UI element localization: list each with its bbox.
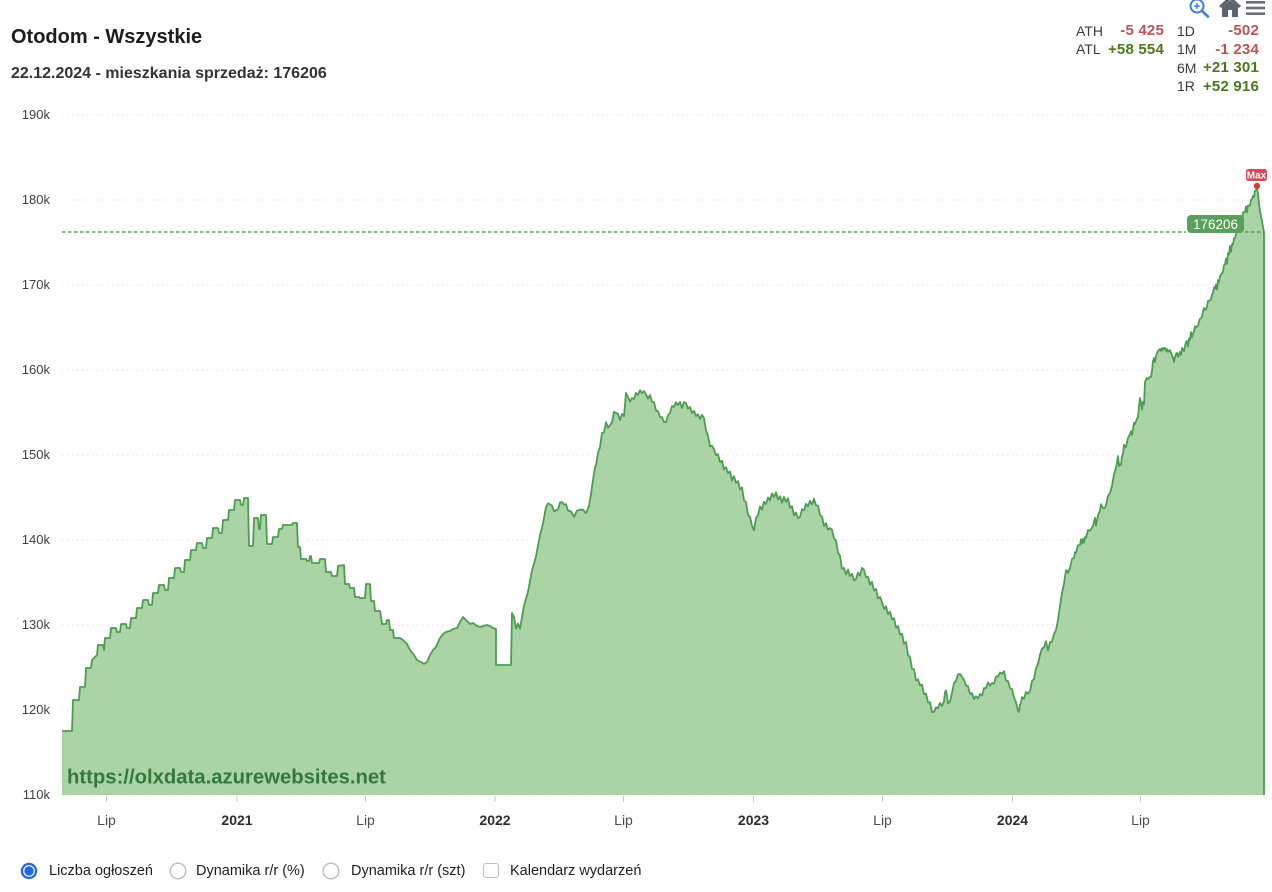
svg-text:Max: Max	[1247, 171, 1267, 182]
svg-text:176206: 176206	[1193, 217, 1238, 232]
svg-text:https://olxdata.azurewebsites.: https://olxdata.azurewebsites.net	[67, 767, 386, 789]
